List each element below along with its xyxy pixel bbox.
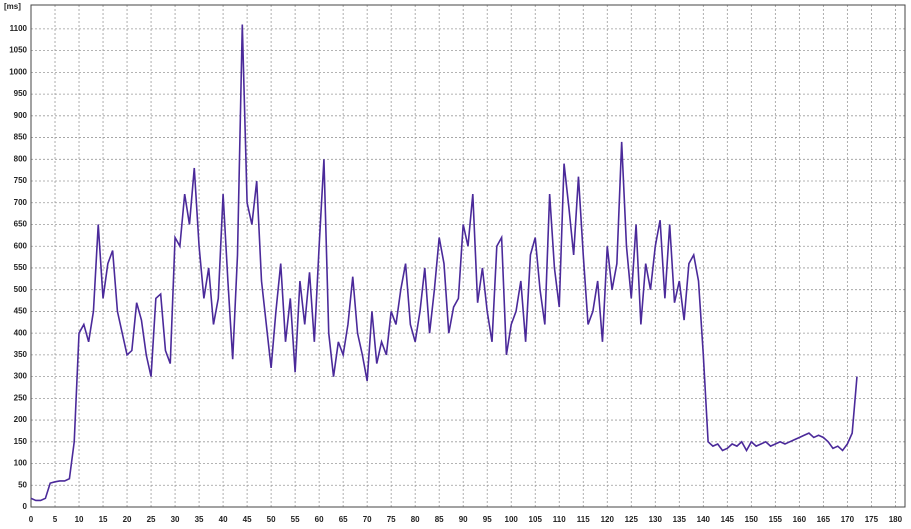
x-tick-label: 105 bbox=[529, 515, 543, 524]
x-tick-label: 175 bbox=[865, 515, 879, 524]
plot-frame bbox=[30, 4, 906, 508]
x-tick-label: 125 bbox=[625, 515, 639, 524]
x-tick-label: 180 bbox=[889, 515, 903, 524]
x-tick-label: 50 bbox=[267, 515, 276, 524]
y-tick-label: 750 bbox=[14, 176, 28, 185]
y-tick-label: 500 bbox=[14, 285, 28, 294]
y-tick-label: 150 bbox=[14, 437, 28, 446]
x-tick-label: 0 bbox=[29, 515, 34, 524]
x-tick-label: 25 bbox=[147, 515, 156, 524]
x-tick-label: 55 bbox=[291, 515, 300, 524]
x-tick-label: 150 bbox=[745, 515, 759, 524]
x-tick-label: 115 bbox=[577, 515, 590, 524]
y-tick-label: 800 bbox=[14, 154, 28, 163]
x-tick-label: 100 bbox=[505, 515, 519, 524]
x-tick-label: 140 bbox=[697, 515, 711, 524]
x-tick-label: 45 bbox=[243, 515, 252, 524]
y-tick-label: 300 bbox=[14, 372, 28, 381]
x-tick-label: 120 bbox=[601, 515, 615, 524]
x-tick-label: 75 bbox=[387, 515, 396, 524]
x-tick-label: 165 bbox=[817, 515, 831, 524]
x-tick-label: 70 bbox=[363, 515, 372, 524]
y-tick-label: 700 bbox=[14, 198, 28, 207]
x-tick-label: 40 bbox=[219, 515, 228, 524]
y-tick-label: 0 bbox=[23, 502, 28, 511]
x-tick-label: 110 bbox=[553, 515, 566, 524]
x-tick-label: 155 bbox=[769, 515, 783, 524]
x-tick-label: 30 bbox=[171, 515, 180, 524]
x-tick-label: 135 bbox=[673, 515, 687, 524]
x-tick-label: 65 bbox=[339, 515, 348, 524]
y-tick-label: 1050 bbox=[9, 46, 27, 55]
y-tick-label: 350 bbox=[14, 350, 28, 359]
y-tick-label: 200 bbox=[14, 415, 28, 424]
x-tick-label: 20 bbox=[123, 515, 132, 524]
x-tick-label: 145 bbox=[721, 515, 735, 524]
y-tick-label: 50 bbox=[18, 480, 27, 489]
y-tick-label: 600 bbox=[14, 241, 28, 250]
x-tick-label: 170 bbox=[841, 515, 855, 524]
x-tick-label: 5 bbox=[53, 515, 58, 524]
x-tick-label: 80 bbox=[411, 515, 420, 524]
y-tick-label: 900 bbox=[14, 111, 28, 120]
x-tick-label: 85 bbox=[435, 515, 444, 524]
x-tick-label: 90 bbox=[459, 515, 468, 524]
x-tick-label: 15 bbox=[99, 515, 108, 524]
x-tick-label: 35 bbox=[195, 515, 204, 524]
x-tick-label: 130 bbox=[649, 515, 663, 524]
x-tick-label: 95 bbox=[483, 515, 492, 524]
y-tick-label: 850 bbox=[14, 133, 28, 142]
x-tick-label: 60 bbox=[315, 515, 324, 524]
x-tick-label: 10 bbox=[75, 515, 84, 524]
y-axis-label: [ms] bbox=[4, 2, 21, 11]
y-tick-label: 400 bbox=[14, 328, 28, 337]
y-tick-label: 950 bbox=[14, 89, 28, 98]
y-tick-label: 1100 bbox=[10, 24, 28, 33]
y-tick-label: 1000 bbox=[9, 67, 27, 76]
y-tick-label: 650 bbox=[14, 220, 28, 229]
y-tick-label: 100 bbox=[14, 459, 28, 468]
y-tick-label: 250 bbox=[14, 393, 28, 402]
data-line bbox=[30, 24, 858, 502]
y-tick-label: 450 bbox=[14, 307, 28, 316]
y-tick-label: 550 bbox=[14, 263, 28, 272]
x-tick-label: 160 bbox=[793, 515, 807, 524]
